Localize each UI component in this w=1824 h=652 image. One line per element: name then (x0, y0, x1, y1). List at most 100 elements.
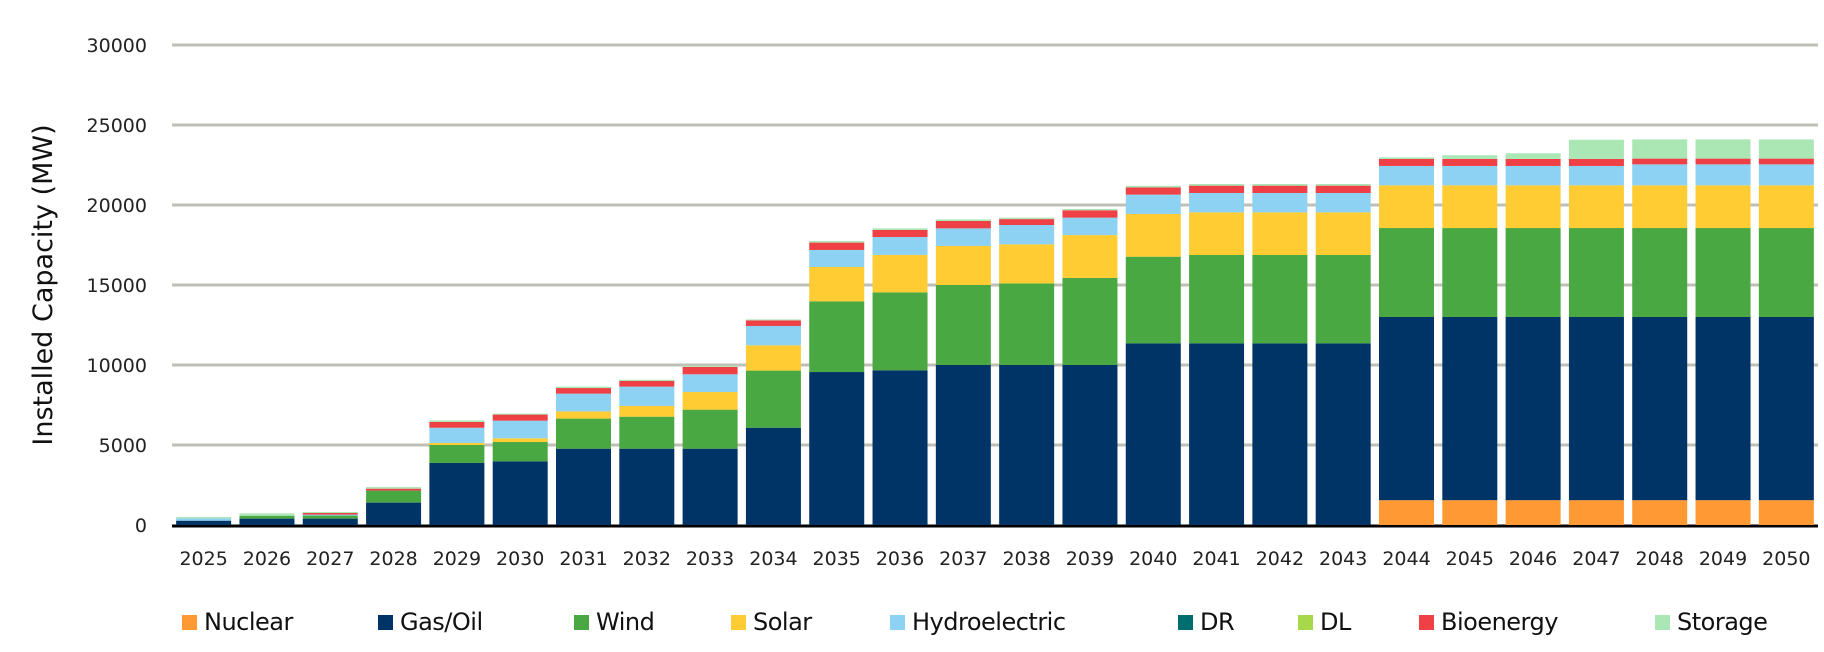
bar-segment-hydroelectric-2042 (1252, 193, 1308, 213)
bar-segment-hydroelectric-2038 (999, 225, 1055, 245)
bar-segment-hydroelectric-2032 (619, 386, 675, 406)
y-tick-label: 5000 (99, 435, 147, 457)
bar-segment-storage-2038 (999, 217, 1055, 220)
x-tick-label: 2041 (1192, 548, 1240, 570)
bar-segment-solar-2031 (556, 411, 611, 419)
bar-segment-nuclear-2050 (1758, 500, 1814, 525)
y-tick-label: 15000 (87, 275, 147, 297)
legend-swatch (378, 614, 393, 630)
bar-segment-bioenergy-2036 (872, 229, 928, 237)
bar-segment-gas-oil-2028 (366, 502, 422, 525)
bar-segment-storage-2040 (1125, 185, 1181, 188)
x-tick-label: 2026 (243, 548, 291, 570)
bar-segment-solar-2045 (1442, 185, 1498, 229)
bar-segment-hydroelectric-2025 (176, 518, 232, 521)
bar-segment-bioenergy-2034 (745, 320, 801, 326)
bar-segment-hydroelectric-2049 (1695, 164, 1751, 186)
bar-segment-storage-2042 (1252, 184, 1308, 186)
legend: Nuclear Gas/Oil Wind Solar Hydroelectric DR DL… (0, 602, 1824, 642)
legend-item-bioenergy: Bioenergy (1419, 602, 1558, 642)
bar-segment-gas-oil-2041 (1189, 343, 1245, 525)
bar-segment-gas-oil-2038 (999, 365, 1055, 525)
bar-stack-2031 (556, 386, 611, 525)
bar-segment-nuclear-2044 (1379, 500, 1434, 525)
bar-stack-2025 (176, 517, 232, 525)
bar-stack-2037 (935, 219, 991, 525)
bar-segment-storage-2047 (1568, 139, 1624, 159)
bar-segment-bioenergy-2044 (1379, 158, 1434, 166)
bar-segment-storage-2046 (1505, 153, 1561, 159)
bar-segment-wind-2048 (1632, 228, 1688, 317)
bar-segment-wind-2050 (1758, 228, 1814, 317)
bar-stack-2034 (745, 319, 801, 525)
x-tick-label: 2031 (559, 548, 607, 570)
bar-segment-nuclear-2047 (1568, 500, 1624, 525)
bar-segment-bioenergy-2050 (1758, 158, 1814, 165)
bar-segment-wind-2032 (619, 416, 675, 449)
x-tick-label: 2048 (1636, 548, 1684, 570)
bar-segment-storage-2025 (176, 517, 232, 519)
bar-stack-2042 (1252, 184, 1308, 525)
bar-segment-bioenergy-2028 (366, 488, 422, 491)
bar-segment-nuclear-2045 (1442, 500, 1498, 525)
bar-segment-wind-2036 (872, 292, 928, 371)
legend-item-dr: DR (1178, 602, 1235, 642)
y-tick-labels: 0 5000 10000 15000 20000 25000 30000 (87, 35, 147, 537)
legend-swatch (890, 614, 905, 630)
bar-segment-solar-2038 (999, 244, 1055, 284)
bar-segment-hydroelectric-2029 (429, 427, 485, 443)
x-tick-label: 2045 (1446, 548, 1494, 570)
x-tick-label: 2036 (876, 548, 924, 570)
bar-stack-2048 (1632, 139, 1688, 525)
y-tick-label: 10000 (87, 355, 147, 377)
bar-segment-wind-2030 (492, 441, 548, 462)
bar-segment-solar-2034 (745, 345, 801, 371)
bar-segment-solar-2048 (1632, 185, 1688, 229)
bar-segment-hydroelectric-2030 (492, 420, 548, 439)
x-tick-label: 2033 (686, 548, 734, 570)
bar-stack-2044 (1379, 157, 1434, 525)
bar-segment-wind-2029 (429, 445, 485, 463)
bar-segment-bioenergy-2045 (1442, 158, 1498, 166)
bar-stack-2041 (1189, 184, 1245, 525)
bar-segment-wind-2043 (1315, 255, 1371, 344)
bar-segment-wind-2042 (1252, 255, 1308, 344)
bar-stack-2047 (1568, 139, 1624, 525)
bar-segment-bioenergy-2033 (682, 366, 738, 375)
bar-stack-2050 (1758, 139, 1814, 525)
x-tick-label: 2028 (369, 548, 417, 570)
bar-segment-storage-2044 (1379, 157, 1434, 159)
bar-segment-storage-2035 (809, 241, 865, 243)
bar-segment-storage-2032 (619, 379, 675, 381)
x-tick-label: 2050 (1762, 548, 1810, 570)
bar-segment-solar-2047 (1568, 185, 1624, 229)
bar-segment-solar-2041 (1189, 212, 1245, 255)
legend-item-storage: Storage (1655, 602, 1768, 642)
legend-swatch (1298, 614, 1313, 630)
bar-stack-2038 (999, 217, 1055, 525)
x-tick-label: 2042 (1256, 548, 1304, 570)
x-tick-label: 2040 (1129, 548, 1177, 570)
bar-segment-storage-2029 (429, 420, 485, 422)
x-tick-labels: 2025 2026 2027 2028 2029 2030 2031 2032 2033 2034… (179, 548, 1810, 570)
bar-segment-hydroelectric-2035 (809, 249, 865, 267)
x-tick-label: 2049 (1699, 548, 1747, 570)
bar-segment-hydroelectric-2037 (935, 228, 991, 246)
x-tick-label: 2046 (1509, 548, 1557, 570)
x-tick-label: 2034 (749, 548, 797, 570)
legend-label: DL (1320, 608, 1351, 636)
bar-segment-gas-oil-2029 (429, 463, 485, 525)
bar-segment-storage-2041 (1189, 184, 1245, 186)
legend-swatch (1178, 614, 1193, 630)
bar-segment-gas-oil-2049 (1695, 317, 1751, 501)
bar-segment-storage-2045 (1442, 155, 1498, 159)
bar-stack-2029 (429, 420, 485, 525)
bar-segment-hydroelectric-2034 (745, 325, 801, 346)
bar-segment-hydroelectric-2048 (1632, 164, 1688, 186)
x-tick-label: 2035 (813, 548, 861, 570)
bar-segment-wind-2041 (1189, 255, 1245, 344)
bar-segment-storage-2030 (492, 413, 548, 415)
bar-segment-solar-2043 (1315, 212, 1371, 255)
y-tick-label: 30000 (87, 35, 147, 57)
bar-segment-gas-oil-2026 (239, 518, 295, 525)
